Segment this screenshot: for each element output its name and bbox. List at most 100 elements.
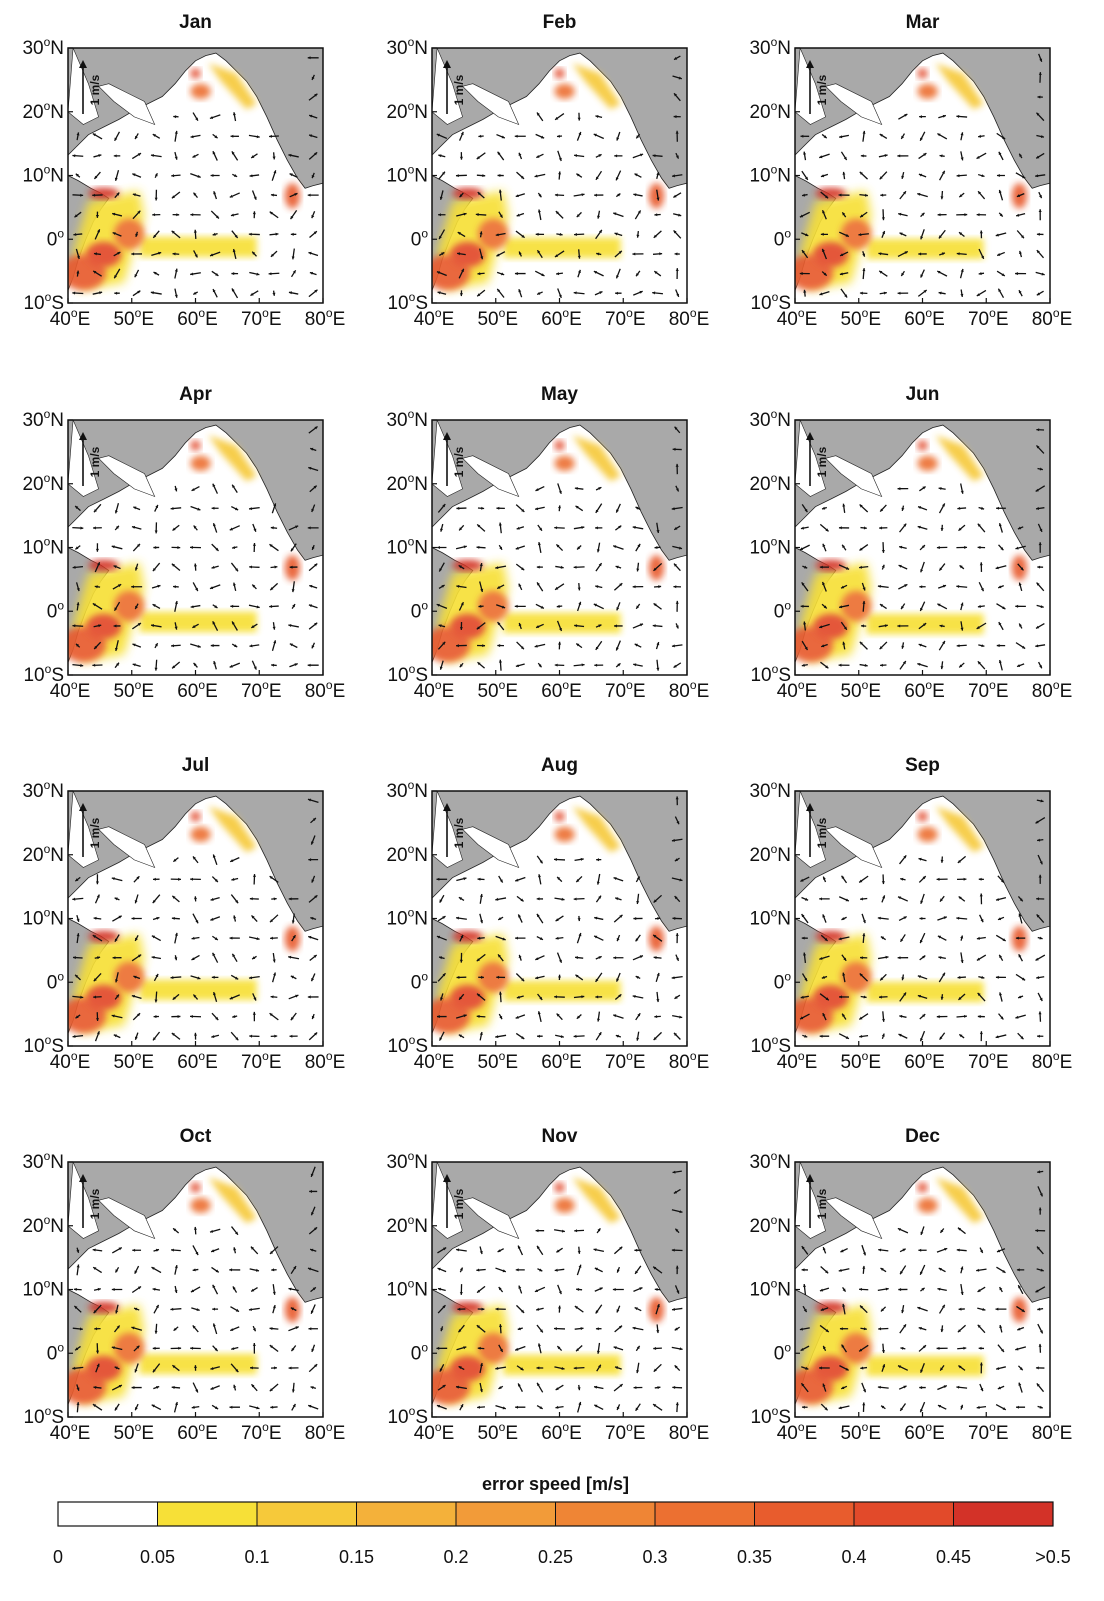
error-region-coastal [935,435,984,482]
lon-tick-label: 60oE [904,306,945,330]
lon-tick-label: 70oE [605,1049,646,1073]
panel-title: May [541,384,578,405]
reference-vector-label: 1 m/s [452,817,466,848]
lon-tick-label: 50oE [477,1420,518,1444]
lat-tick-label: 10oN [749,1277,791,1301]
error-hotspot-5 [1011,1297,1028,1323]
inland-sea-0 [98,455,156,498]
lon-tick-label: 50oE [477,678,518,702]
error-region-coastal [208,435,257,482]
error-hotspot-4 [917,83,938,99]
colorbar: error speed [m/s] 0 0.05 0.1 0.15 0.2 0.25 0.3 0… [53,1474,1071,1567]
error-speed-shading [68,63,301,291]
current-vectors [799,53,1046,299]
lon-tick-label: 50oE [840,678,881,702]
error-hotspot-6 [554,68,565,79]
error-region-equatorial [866,238,984,260]
error-hotspot-4 [190,826,211,842]
land-mass-asia [68,1162,323,1303]
error-region-equatorial [503,1354,621,1376]
lon-tick-label: 70oE [968,1049,1009,1073]
current-vectors [72,56,319,299]
error-hotspot-4 [917,1197,938,1213]
error-speed-shading [68,435,301,663]
lon-tick-label: 40oE [414,1049,455,1073]
lon-tick-label: 70oE [605,678,646,702]
lat-tick-label: 10oN [22,906,64,930]
current-vectors [436,55,683,299]
lat-tick-label: 10oN [386,535,428,559]
lon-tick-label: 40oE [777,678,818,702]
error-hotspot-6 [190,1182,201,1193]
lon-tick-label: 40oE [50,1049,91,1073]
error-region-coastal [572,435,621,482]
reference-vector-label: 1 m/s [452,1188,466,1219]
colorbar-tick-label: 0.25 [538,1547,573,1567]
land-mass-asia [432,1162,687,1303]
lon-tick-label: 80oE [669,678,710,702]
error-region-coastal [935,1177,984,1224]
error-hotspot-3 [113,961,145,993]
reference-vector-label: 1 m/s [452,74,466,105]
error-region-equatorial [503,980,621,1002]
error-speed-shading [432,1177,665,1405]
lat-tick-label: 0o [411,1340,429,1364]
current-vectors [72,425,319,671]
lat-tick-label: 10oN [749,163,791,187]
error-hotspot-6 [554,1182,565,1193]
error-hotspot-4 [190,455,211,471]
error-hotspot-2 [85,1355,122,1382]
lon-tick-label: 60oE [541,306,582,330]
error-region-equatorial [503,237,621,259]
lon-tick-label: 70oE [241,306,282,330]
error-hotspot-5 [648,183,665,209]
reference-vector-label: 1 m/s [88,817,102,848]
lat-tick-label: 20oN [22,99,64,123]
inland-sea-0 [462,826,520,869]
error-speed-shading [795,435,1028,663]
panel-title: Nov [542,1126,578,1147]
lat-tick-label: 20oN [386,842,428,866]
land-mass-asia [795,420,1050,561]
current-vectors [72,798,319,1042]
lat-tick-label: 0o [774,226,792,250]
lat-tick-label: 30oN [386,1149,428,1173]
error-hotspot-2 [812,984,849,1011]
lat-tick-label: 10oS [387,1033,428,1057]
lon-tick-label: 70oE [605,306,646,330]
lon-tick-label: 40oE [777,1049,818,1073]
error-region-coastal [208,1177,257,1224]
error-hotspot-3 [477,961,509,993]
lat-tick-label: 10oN [386,163,428,187]
current-vectors [799,428,1046,671]
lat-tick-label: 10oS [23,290,64,314]
error-hotspot-3 [477,218,509,250]
reference-vector-label: 1 m/s [88,446,102,477]
land-mass-asia [795,791,1050,932]
error-hotspot-4 [554,455,575,471]
error-hotspot-6 [190,811,201,822]
error-speed-shading [68,1177,301,1405]
colorbar-segment [854,1502,954,1526]
colorbar-segment [953,1502,1054,1526]
lat-tick-label: 0o [411,969,429,993]
panel-title: Oct [180,1126,212,1147]
colorbar-tick-label: 0.15 [339,1547,374,1567]
reference-vector-label: 1 m/s [815,817,829,848]
error-speed-shading [432,806,665,1034]
current-vectors [436,426,683,671]
colorbar-segment [555,1502,656,1526]
lat-tick-label: 30oN [386,778,428,802]
error-speed-shading [432,63,665,291]
colorbar-tick-label: 0.45 [936,1547,971,1567]
error-hotspot-2 [449,984,486,1011]
current-vectors [436,796,683,1041]
lon-tick-label: 80oE [669,1420,710,1444]
